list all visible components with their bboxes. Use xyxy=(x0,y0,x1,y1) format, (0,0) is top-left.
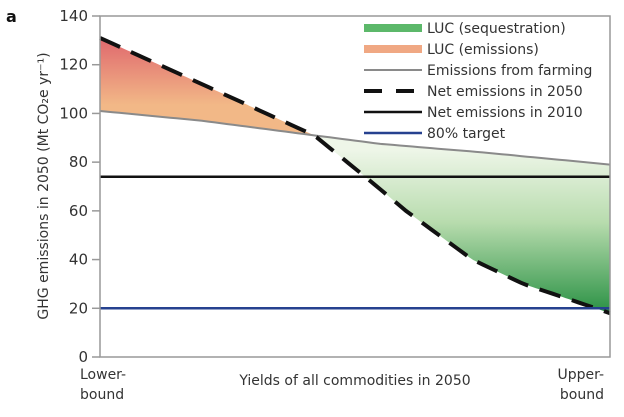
legend-label: LUC (emissions) xyxy=(427,42,539,58)
y-tick-label: 40 xyxy=(69,251,88,269)
legend-item: Net emissions in 2050 xyxy=(364,84,583,100)
panel-label: a xyxy=(6,7,17,26)
legend-swatch-luc-emissions- xyxy=(364,45,422,53)
luc-sequestration-area xyxy=(314,135,610,314)
legend-label: Net emissions in 2010 xyxy=(427,105,583,121)
x-tick-label-line1: Lower- xyxy=(80,367,126,383)
series-line-net-emissions-in-2050 xyxy=(99,36,611,316)
y-tick-label: 20 xyxy=(69,299,88,317)
plot-frame xyxy=(99,15,611,358)
legend-item: Emissions from farming xyxy=(364,63,592,79)
legend-label: 80% target xyxy=(427,126,506,142)
legend-swatch-luc-sequestration- xyxy=(364,24,422,32)
legend-label: Net emissions in 2050 xyxy=(427,84,583,100)
x-tick-label-line2: bound xyxy=(560,387,604,403)
y-tick-label: 80 xyxy=(69,153,88,171)
legend-label: Emissions from farming xyxy=(427,63,592,79)
y-tick-label: 120 xyxy=(59,56,88,74)
y-tick-label: 140 xyxy=(59,7,88,25)
series-line-emissions-from-farming xyxy=(99,110,611,166)
x-tick-label-line1: Upper- xyxy=(557,367,604,383)
y-tick-label: 100 xyxy=(59,104,88,122)
x-axis-label: Yields of all commodities in 2050 xyxy=(238,373,470,389)
y-tick-label: 0 xyxy=(78,348,88,366)
legend-item: LUC (sequestration) xyxy=(364,21,566,37)
x-tick-label-line2: bound xyxy=(80,387,124,403)
legend-label: LUC (sequestration) xyxy=(427,21,566,37)
legend-item: LUC (emissions) xyxy=(364,42,539,58)
y-tick-label: 60 xyxy=(69,202,88,220)
legend: LUC (sequestration) LUC (emissions) Emissi… xyxy=(364,21,592,142)
y-axis-label: GHG emissions in 2050 (Mt CO₂e yr⁻¹) xyxy=(36,52,52,319)
legend-item: Net emissions in 2010 xyxy=(364,105,583,121)
legend-item: 80% target xyxy=(364,126,506,142)
